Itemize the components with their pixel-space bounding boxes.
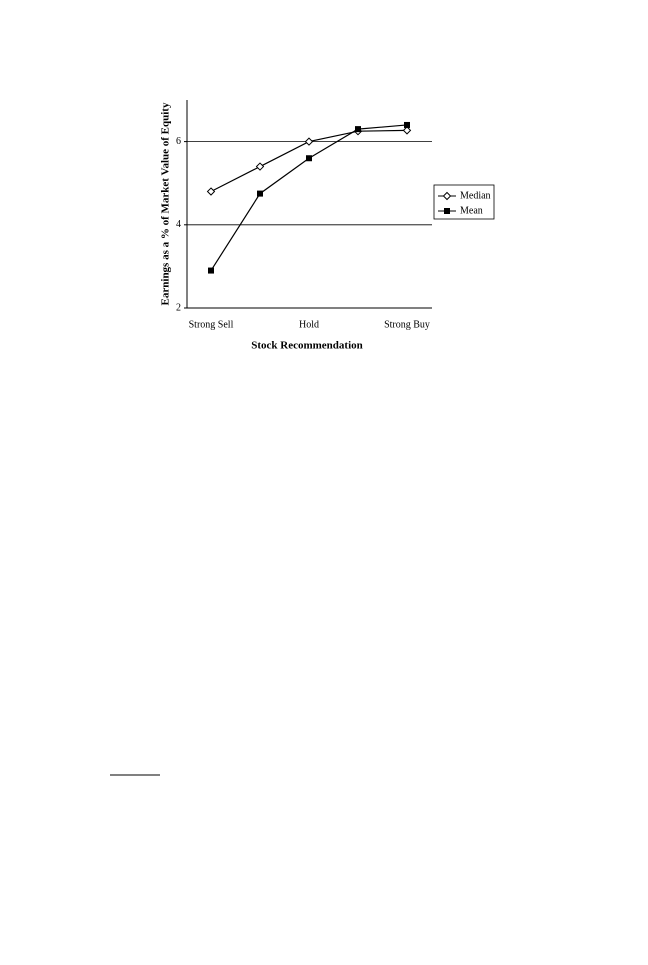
data-point: [257, 190, 263, 197]
legend-label: Median: [460, 190, 491, 201]
x-axis-label: Stock Recommendation: [251, 340, 363, 352]
y-tick-label: 6: [176, 136, 181, 147]
data-point: [355, 126, 361, 133]
data-point: [255, 162, 265, 171]
x-tick-label: Strong Buy: [384, 319, 430, 330]
data-point: [304, 137, 314, 146]
y-tick-label: 4: [176, 219, 181, 230]
legend-marker: [442, 191, 452, 201]
data-point: [404, 121, 410, 128]
x-tick-label: Strong Sell: [189, 319, 234, 330]
data-point: [208, 267, 214, 274]
data-point: [306, 155, 312, 162]
legend-label: Mean: [460, 205, 483, 216]
data-point: [402, 126, 412, 135]
legend-marker: [444, 208, 450, 214]
data-point: [206, 187, 216, 196]
y-axis-label: Earnings as a % of Market Value of Equit…: [160, 102, 172, 305]
legend-box: [433, 184, 495, 220]
y-tick-label: 2: [176, 302, 181, 313]
x-tick-label: Hold: [299, 319, 319, 330]
